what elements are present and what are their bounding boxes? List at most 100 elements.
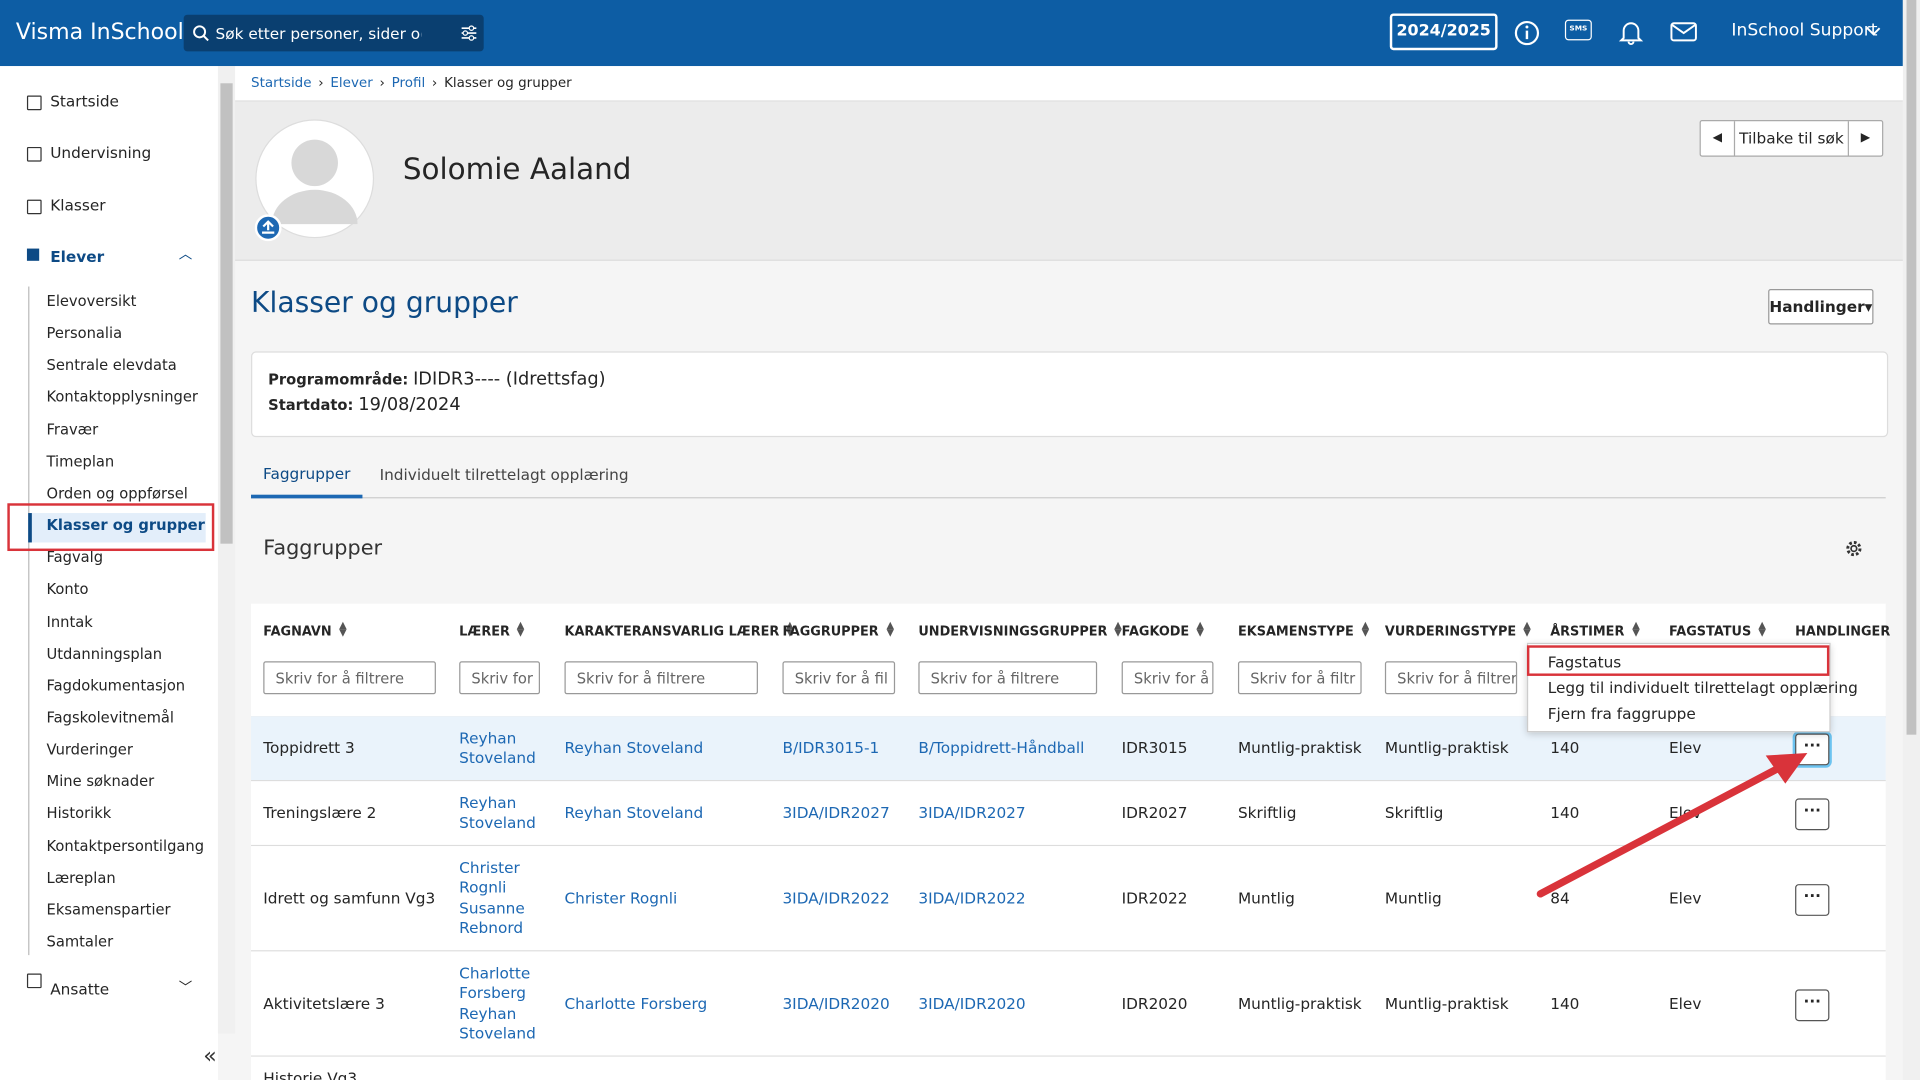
filter-input[interactable]: Skriv for å [1121, 661, 1214, 695]
breadcrumb-item[interactable]: Startside [251, 74, 312, 91]
cell-karakter[interactable]: Reyhan Stoveland [564, 803, 704, 822]
brand[interactable]: Visma InSchool [15, 19, 184, 46]
cell-karakter[interactable]: Christer Rognli [564, 888, 678, 907]
column-header[interactable]: VURDERINGSTYPE [1384, 624, 1517, 640]
cell-faggruppe[interactable]: B/IDR3015-1 [782, 738, 880, 757]
cell-fagkode: IDR2027 [1121, 803, 1188, 822]
label: Startdato: [268, 396, 354, 414]
nav-subitem[interactable]: Utdanningsplan [46, 644, 163, 663]
nav-subitem[interactable]: Historikk [46, 804, 112, 823]
cell-larer[interactable]: Reyhan Stoveland [459, 1003, 536, 1042]
cell-larer[interactable]: Charlotte Forsberg [459, 963, 531, 1002]
column-header[interactable]: FAGSTATUS [1668, 624, 1752, 640]
filter-icon[interactable] [460, 24, 477, 41]
nav-item[interactable]: Ansatte [50, 979, 110, 998]
nav-item[interactable]: Startside [50, 91, 119, 111]
column-header[interactable]: KARAKTERANSVARLIG LÆRER [564, 624, 780, 640]
nav-subitem[interactable]: Fagvalg [46, 548, 104, 566]
filter-input[interactable]: Skriv for å filtrere [564, 661, 758, 695]
nav-subitem[interactable]: Inntak [46, 612, 93, 631]
sidebar-scrollbar [217, 66, 236, 1034]
nav-subitem[interactable]: Sentrale elevdata [46, 356, 177, 374]
cell-faggruppe[interactable]: 3IDA/IDR2022 [782, 888, 890, 907]
nav-subitem[interactable]: Samtaler [46, 933, 114, 951]
bell-icon[interactable] [1618, 18, 1645, 46]
cell-fagnavn: Toppidrett 3 [263, 738, 355, 757]
column-header[interactable]: FAGKODE [1121, 624, 1190, 640]
cell-undervisning[interactable]: 3IDA/IDR2027 [918, 803, 1026, 822]
nav-subitem[interactable]: Orden og oppførsel [46, 484, 188, 502]
search-placeholder: Søk etter personer, sider og gru [215, 24, 422, 43]
cell-karakter[interactable]: Reyhan Stoveland [564, 738, 704, 757]
nav-subitem[interactable]: Mine søknader [46, 772, 155, 791]
cell-undervisning[interactable]: 3IDA/IDR2020 [918, 993, 1026, 1013]
nav-subitem[interactable]: Kontaktpersontilgang [46, 836, 205, 855]
collapse-sidebar[interactable]: « [203, 1043, 217, 1069]
column-header[interactable]: ÅRSTIMER [1550, 624, 1625, 640]
breadcrumb-item[interactable]: Profil [391, 74, 426, 91]
scroll-thumb[interactable] [1906, 0, 1917, 735]
cell-faggruppe[interactable]: 3IDA/IDR2020 [782, 993, 890, 1013]
nav-item[interactable]: Undervisning [50, 143, 152, 162]
tab[interactable]: Individuelt tilrettelagt opplæring [379, 465, 629, 484]
cell-undervisning[interactable]: B/Toppidrett-Håndball [918, 738, 1085, 757]
row-actions-button[interactable]: ··· [1795, 733, 1830, 766]
nav-item[interactable]: Klasser [50, 195, 106, 215]
mail-icon[interactable] [1669, 20, 1698, 44]
column-header[interactable]: EKSAMENSTYPE [1237, 624, 1354, 640]
filter-input[interactable]: Skriv for å filtr [1237, 661, 1362, 695]
nav-subitem[interactable]: Fravær [46, 420, 99, 438]
filter-input[interactable]: Skriv for å filtrere [263, 661, 436, 695]
cell-arstimer: 140 [1550, 993, 1580, 1013]
cell-larer[interactable]: Susanne Rebnord [459, 898, 525, 937]
back-to-search[interactable]: Tilbake til søk [1739, 128, 1844, 147]
sms-icon[interactable]: SMS [1564, 19, 1592, 41]
nav-subitem[interactable]: Eksamenspartier [46, 901, 171, 919]
scroll-thumb[interactable] [220, 83, 233, 544]
filter-input[interactable]: Skriv for [459, 661, 541, 695]
column-header[interactable]: FAGNAVN [263, 624, 332, 640]
menu-item[interactable]: Legg til individuelt tilrettelagt opplær… [1547, 678, 1858, 697]
nav-section[interactable]: Elever [50, 247, 105, 266]
filter-input[interactable]: Skriv for å filtrere [918, 661, 1098, 695]
menu-item[interactable]: Fagstatus [1547, 652, 1622, 672]
nav-subitem[interactable]: Fagdokumentasjon [46, 676, 186, 695]
menu-item[interactable]: Fjern fra faggruppe [1547, 704, 1696, 723]
upload-photo[interactable] [254, 214, 282, 242]
breadcrumb-item[interactable]: Elever [330, 74, 373, 91]
info-icon[interactable] [1513, 20, 1540, 47]
column-header[interactable]: UNDERVISNINGSGRUPPER [918, 624, 1108, 640]
chevron-down: ﹀ [178, 979, 193, 996]
cell-larer[interactable]: Christer Rognli [459, 858, 520, 897]
actions-button[interactable]: Handlinger▾ [1768, 288, 1874, 325]
tab-active[interactable]: Faggrupper [251, 456, 363, 499]
filter-input[interactable]: Skriv for å filtrere [1384, 661, 1518, 695]
cell-karakter[interactable]: Charlotte Forsberg [564, 993, 708, 1013]
cell-vurdering: Muntlig [1384, 888, 1442, 907]
column-header[interactable]: LÆRER [459, 624, 510, 640]
row-actions-button[interactable]: ··· [1795, 988, 1830, 1021]
nav-subitem[interactable]: Personalia [46, 324, 123, 342]
nav-subitem[interactable]: Læreplan [46, 869, 116, 887]
filter-input[interactable]: Skriv for å fil [782, 661, 896, 695]
column-header[interactable]: FAGGRUPPER [782, 624, 879, 640]
row-actions-button[interactable]: ··· [1795, 798, 1830, 831]
nav-subitem[interactable]: Timeplan [46, 452, 115, 470]
cell-larer[interactable]: Reyhan Stoveland [459, 728, 536, 767]
settings-icon[interactable] [1844, 539, 1864, 559]
user-menu[interactable]: InSchool Support [1731, 20, 1878, 41]
row-actions-button[interactable]: ··· [1795, 883, 1830, 916]
nav-subitem[interactable]: Vurderinger [46, 740, 133, 759]
cell-faggruppe[interactable]: 3IDA/IDR2027 [782, 803, 890, 822]
cell-larer[interactable]: Reyhan Stoveland [459, 793, 536, 832]
nav-subitem[interactable]: Kontaktopplysninger [46, 388, 198, 406]
nav-subitem[interactable]: Fagskolevitnemål [46, 708, 175, 727]
cell-undervisning[interactable]: 3IDA/IDR2022 [918, 888, 1026, 907]
nav-subitem[interactable]: Elevoversikt [46, 292, 137, 310]
search-box[interactable]: Søk etter personer, sider og gru [183, 14, 484, 52]
next-button[interactable]: ▶ [1847, 121, 1882, 156]
previous-button[interactable]: ◀ [1701, 121, 1736, 156]
nav-subitem[interactable]: Konto [46, 580, 89, 598]
school-year[interactable]: 2024/2025 [1389, 13, 1498, 51]
